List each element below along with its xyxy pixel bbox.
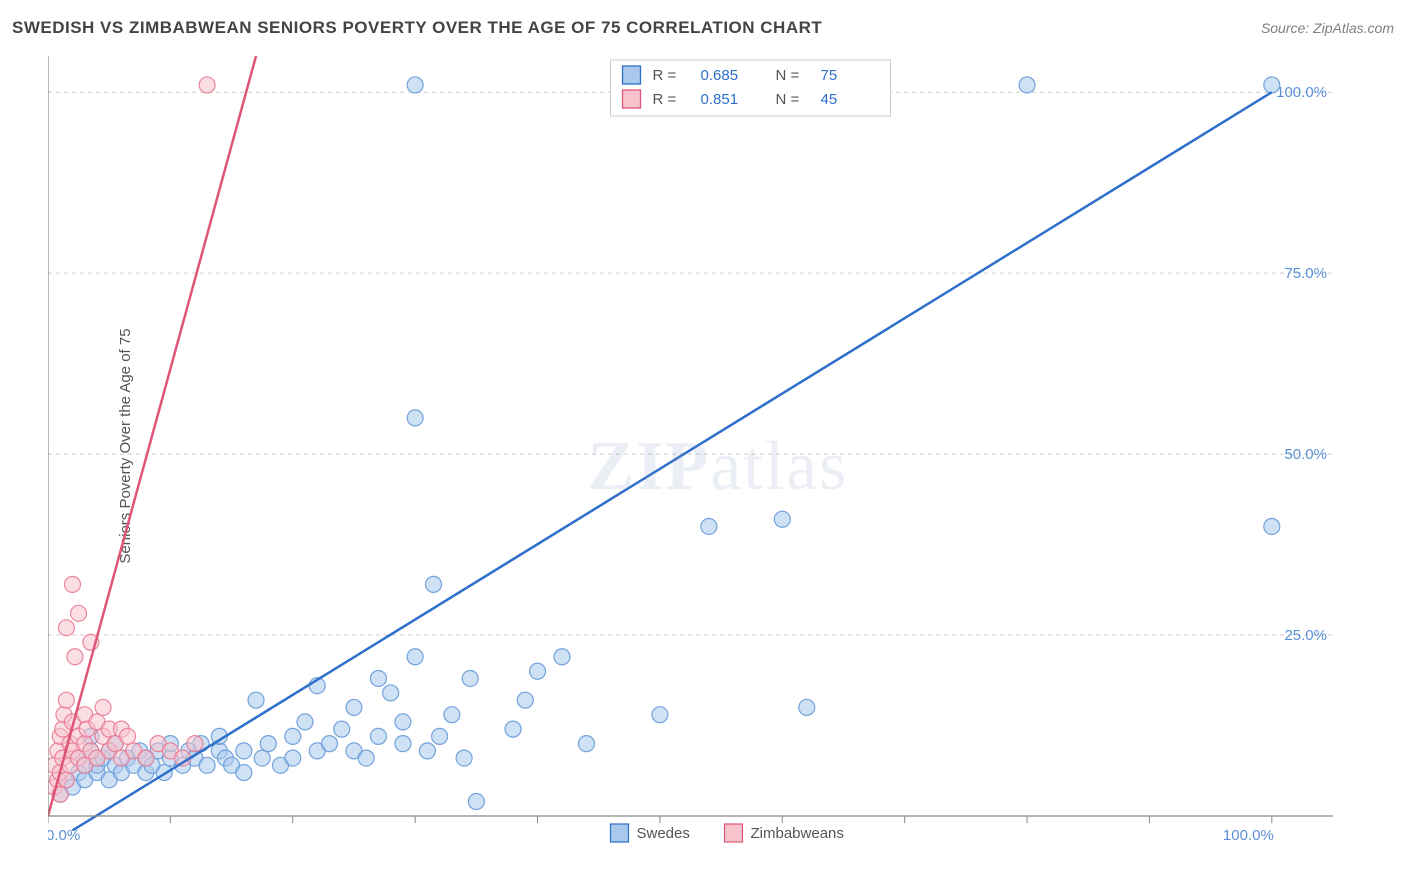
data-point (395, 736, 411, 752)
data-point (578, 736, 594, 752)
data-point (1264, 518, 1280, 534)
data-point (58, 772, 74, 788)
stats-r-value: 0.685 (701, 67, 739, 84)
data-point (554, 649, 570, 665)
stats-n-value: 75 (821, 67, 838, 84)
data-point (67, 649, 83, 665)
stats-r-label: R = (653, 67, 677, 84)
data-point (187, 736, 203, 752)
data-point (432, 728, 448, 744)
data-point (383, 685, 399, 701)
data-point (120, 728, 136, 744)
data-point (799, 699, 815, 715)
y-tick-label: 100.0% (1276, 84, 1327, 101)
chart-area: ZIPatlas 25.0%50.0%75.0%100.0%0.0%100.0%… (48, 56, 1388, 846)
data-point (517, 692, 533, 708)
data-point (530, 663, 546, 679)
data-point (199, 757, 215, 773)
y-tick-label: 75.0% (1284, 265, 1327, 282)
legend-label: Swedes (637, 825, 690, 842)
data-point (64, 576, 80, 592)
x-tick-label: 0.0% (48, 827, 80, 844)
data-point (444, 707, 460, 723)
y-tick-label: 50.0% (1284, 446, 1327, 463)
data-point (199, 77, 215, 93)
data-point (774, 511, 790, 527)
stats-r-label: R = (653, 91, 677, 108)
data-point (426, 576, 442, 592)
data-point (462, 670, 478, 686)
data-point (260, 736, 276, 752)
data-point (285, 750, 301, 766)
legend-swatch (623, 66, 641, 84)
data-point (321, 736, 337, 752)
data-point (248, 692, 264, 708)
stats-n-label: N = (776, 91, 800, 108)
stats-n-label: N = (776, 67, 800, 84)
data-point (71, 605, 87, 621)
legend-swatch (725, 824, 743, 842)
stats-n-value: 45 (821, 91, 838, 108)
data-point (236, 765, 252, 781)
chart-header: SWEDISH VS ZIMBABWEAN SENIORS POVERTY OV… (12, 18, 1394, 38)
x-tick-label: 100.0% (1223, 827, 1274, 844)
stats-r-value: 0.851 (701, 91, 739, 108)
data-point (701, 518, 717, 534)
data-point (334, 721, 350, 737)
legend-label: Zimbabweans (751, 825, 844, 842)
data-point (95, 699, 111, 715)
scatter-chart: 25.0% 50.0% 75.0% 100.0% 0.0% 100.0% R = 0.685 N… (48, 56, 1388, 876)
data-point (456, 750, 472, 766)
trend-line (48, 56, 256, 816)
data-point (1019, 77, 1035, 93)
data-point (468, 794, 484, 810)
legend-swatch (623, 90, 641, 108)
data-point (285, 728, 301, 744)
data-point (236, 743, 252, 759)
data-point (419, 743, 435, 759)
data-point (58, 620, 74, 636)
data-point (138, 750, 154, 766)
data-point (370, 670, 386, 686)
legend-swatch (611, 824, 629, 842)
data-point (395, 714, 411, 730)
data-point (407, 649, 423, 665)
data-point (254, 750, 270, 766)
data-point (407, 410, 423, 426)
chart-source: Source: ZipAtlas.com (1261, 20, 1394, 36)
trend-line (72, 92, 1271, 830)
data-point (346, 699, 362, 715)
data-point (407, 77, 423, 93)
data-point (505, 721, 521, 737)
data-point (358, 750, 374, 766)
chart-title: SWEDISH VS ZIMBABWEAN SENIORS POVERTY OV… (12, 18, 822, 38)
data-point (652, 707, 668, 723)
data-point (370, 728, 386, 744)
data-point (58, 692, 74, 708)
data-point (1264, 77, 1280, 93)
data-point (297, 714, 313, 730)
y-tick-label: 25.0% (1284, 627, 1327, 644)
